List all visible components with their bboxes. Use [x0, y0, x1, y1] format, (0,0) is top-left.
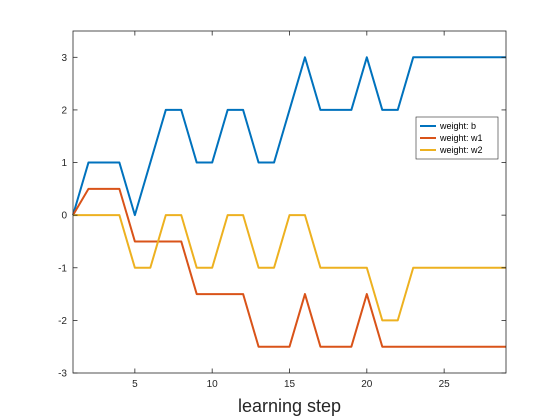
y-tick-label: -1 [58, 263, 67, 274]
y-tick-label: -3 [58, 369, 67, 380]
x-axis-label: learning step [238, 396, 341, 416]
series-layer [72, 56, 506, 348]
series-line-2 [72, 187, 506, 348]
x-tick-label: 5 [132, 379, 138, 390]
x-tick-label: 15 [284, 379, 296, 390]
x-tick-label: 20 [361, 379, 373, 390]
series-line-3 [73, 214, 506, 322]
legend-label: weight: b [439, 121, 476, 131]
y-tick-label: -2 [58, 316, 67, 327]
ticks-layer: 5 10 15 20 25 -3 -2 -1 0 1 2 3 [58, 31, 506, 390]
legend: weight: b weight: w1 weight: w2 [415, 116, 499, 160]
y-tick-label: 3 [61, 53, 67, 64]
legend-label: weight: w2 [439, 145, 483, 155]
plot-area [73, 31, 506, 373]
y-tick-label: 2 [61, 105, 67, 116]
x-tick-label: 10 [207, 379, 219, 390]
legend-label: weight: w1 [439, 133, 483, 143]
x-tick-label: 25 [439, 379, 451, 390]
series-line-1 [72, 56, 506, 217]
y-tick-label: 0 [61, 211, 67, 222]
legend-box [415, 116, 499, 160]
y-tick-label: 1 [61, 158, 67, 169]
